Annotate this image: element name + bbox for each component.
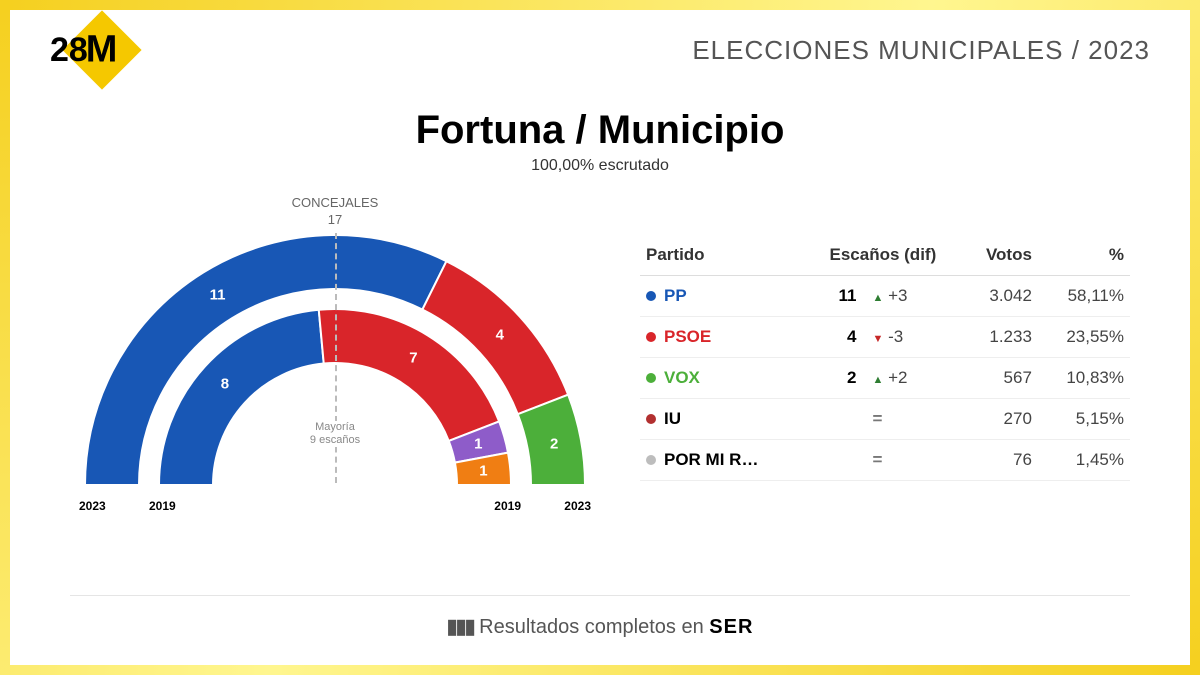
header-title: ELECCIONES MUNICIPALES / 2023 [692, 35, 1150, 66]
votes-value: 3.042 [961, 276, 1038, 317]
arc-seat-count: 1 [474, 436, 482, 453]
pct-value: 5,15% [1038, 399, 1130, 440]
pct-value: 10,83% [1038, 358, 1130, 399]
party-dot [646, 373, 656, 383]
footer: ▮▮▮ Resultados completos en SER [70, 595, 1130, 639]
inner-year-left: 2019 [149, 499, 176, 513]
table-row: PP 11 ▲ +3 3.042 58,11% [640, 276, 1130, 317]
party-name: IU [664, 409, 681, 429]
results-table: Partido Escaños (dif) Votos % PP 11 ▲ +3… [640, 235, 1130, 481]
logo-28m: 28 M [50, 22, 130, 78]
header-bar: 28 M ELECCIONES MUNICIPALES / 2023 [10, 10, 1190, 78]
table-row: IU = 270 5,15% [640, 399, 1130, 440]
party-dot [646, 332, 656, 342]
chart-top-label: CONCEJALES 17 [70, 195, 600, 229]
seats-diff: ▲ +3 [863, 276, 962, 317]
outer-year-right: 2023 [564, 499, 591, 513]
page-title: Fortuna / Municipio [10, 108, 1190, 153]
seats-value [804, 399, 862, 440]
seats-value [804, 440, 862, 481]
votes-value: 270 [961, 399, 1038, 440]
pct-value: 23,55% [1038, 317, 1130, 358]
seats-value: 11 [804, 276, 862, 317]
votes-value: 567 [961, 358, 1038, 399]
bars-icon: ▮▮▮ [447, 616, 474, 638]
table-row: VOX 2 ▲ +2 567 10,83% [640, 358, 1130, 399]
seats-diff: = [863, 399, 962, 440]
page-subtitle: 100,00% escrutado [10, 157, 1190, 175]
party-dot [646, 414, 656, 424]
arc-seat-count: 7 [409, 350, 417, 367]
party-dot [646, 291, 656, 301]
party-dot [646, 455, 656, 465]
arc-seat-count: 4 [496, 326, 504, 343]
votes-value: 76 [961, 440, 1038, 481]
arc-seat-count: 2 [550, 435, 558, 452]
th-votes: Votos [961, 235, 1038, 276]
party-name: VOX [664, 368, 700, 388]
arc-seat-count: 8 [221, 376, 229, 393]
party-name: PSOE [664, 327, 711, 347]
seats-diff: ▼ -3 [863, 317, 962, 358]
votes-value: 1.233 [961, 317, 1038, 358]
seats-value: 2 [804, 358, 862, 399]
pct-value: 58,11% [1038, 276, 1130, 317]
th-party: Partido [640, 235, 804, 276]
title-block: Fortuna / Municipio 100,00% escrutado [10, 108, 1190, 175]
pct-value: 1,45% [1038, 440, 1130, 481]
seats-diff: = [863, 440, 962, 481]
party-name: POR MI R… [664, 450, 758, 470]
seats-value: 4 [804, 317, 862, 358]
table-row: PSOE 4 ▼ -3 1.233 23,55% [640, 317, 1130, 358]
th-pct: % [1038, 235, 1130, 276]
seats-diff: ▲ +2 [863, 358, 962, 399]
outer-year-left: 2023 [79, 499, 106, 513]
logo-28-text: 28 [50, 31, 88, 70]
inner-year-right: 2019 [494, 499, 521, 513]
arc-seat-count: 1 [479, 463, 487, 480]
hemicycle-chart: CONCEJALES 17 Mayoría 9 escaños 11428711… [70, 195, 600, 535]
party-name: PP [664, 286, 687, 306]
table-row: POR MI R… = 76 1,45% [640, 440, 1130, 481]
results-table-area: Partido Escaños (dif) Votos % PP 11 ▲ +3… [640, 195, 1130, 535]
arc-seat-count: 11 [210, 287, 226, 304]
majority-label: Mayoría 9 escaños [308, 421, 362, 447]
footer-brand: SER [709, 616, 753, 638]
th-seats: Escaños (dif) [804, 235, 961, 276]
footer-text: Resultados completos en [479, 616, 704, 638]
